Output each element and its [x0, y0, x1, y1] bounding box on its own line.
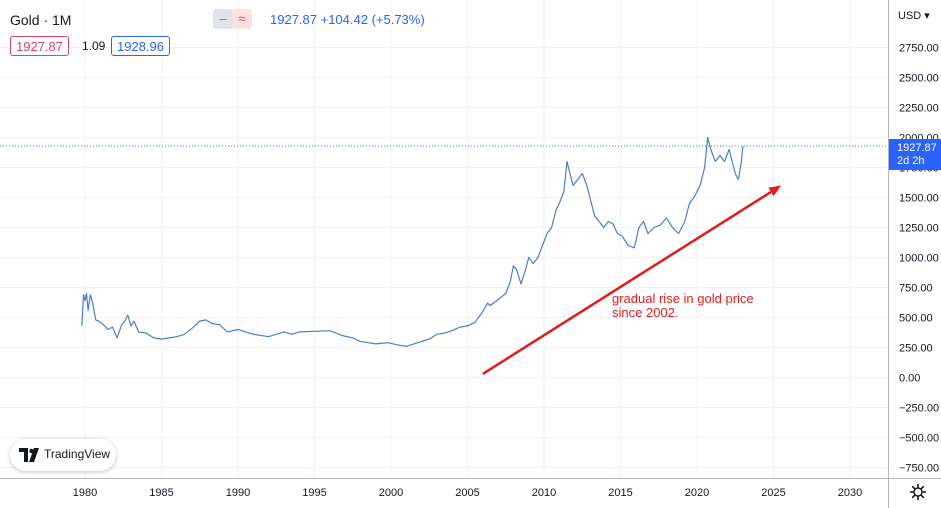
y-tick-label: 500.00: [899, 313, 933, 325]
symbol-title[interactable]: Gold · 1M: [10, 12, 72, 28]
y-tick-label: 1250.00: [899, 223, 939, 235]
x-tick-label: 2020: [685, 487, 709, 499]
trend-arrow-head: [768, 185, 782, 197]
y-tick-label: −500.00: [899, 433, 939, 445]
gold-price-line: [81, 136, 744, 347]
y-tick-label: 2250.00: [899, 103, 939, 115]
y-tick-label: −750.00: [899, 463, 939, 475]
sell-button[interactable]: 1927.87: [10, 36, 69, 56]
chevron-down-icon: ▾: [921, 10, 930, 22]
x-tick-label: 1985: [149, 487, 173, 499]
last-price-value: 1927.87: [897, 142, 937, 154]
indicator-chip[interactable]: ≈: [232, 9, 252, 29]
y-tick-label: 250.00: [899, 343, 933, 355]
tradingview-logo-icon: [19, 448, 39, 462]
y-tick-label: −250.00: [899, 403, 939, 415]
x-tick-label: 2030: [838, 487, 862, 499]
y-tick-label: 2750.00: [899, 43, 939, 55]
bar-countdown: 2d 2h: [897, 155, 925, 167]
x-tick-label: 2000: [379, 487, 403, 499]
annotation-line-1[interactable]: gradual rise in gold price: [612, 291, 754, 306]
currency-label: USD: [898, 10, 922, 22]
spread-value: 1.09: [82, 39, 106, 53]
x-tick-label: 1995: [302, 487, 326, 499]
x-tick-label: 2010: [532, 487, 556, 499]
tradingview-label: TradingView: [44, 447, 111, 461]
settings-gear-icon[interactable]: [909, 483, 927, 501]
tradingview-badge[interactable]: TradingView: [10, 439, 116, 471]
x-tick-label: 2015: [608, 487, 632, 499]
y-tick-label: 1500.00: [899, 193, 939, 205]
price-change-readout: 1927.87 +104.42 (+5.73%): [270, 12, 425, 27]
y-tick-label: 0.00: [899, 373, 920, 385]
buy-button[interactable]: 1928.96: [111, 36, 170, 56]
last-price-tag: 1927.87 2d 2h: [889, 139, 941, 170]
x-tick-label: 2025: [761, 487, 785, 499]
trend-arrow: [482, 190, 772, 375]
x-tick-label: 1980: [73, 487, 97, 499]
x-tick-label: 1990: [226, 487, 250, 499]
currency-selector[interactable]: USD ▾: [898, 9, 930, 22]
x-tick-label: 2005: [455, 487, 479, 499]
collapse-chip[interactable]: –: [213, 9, 233, 29]
y-tick-label: 2500.00: [899, 73, 939, 85]
y-tick-label: 750.00: [899, 283, 933, 295]
annotation-line-2[interactable]: since 2002.: [612, 305, 679, 320]
y-tick-label: 1000.00: [899, 253, 939, 265]
